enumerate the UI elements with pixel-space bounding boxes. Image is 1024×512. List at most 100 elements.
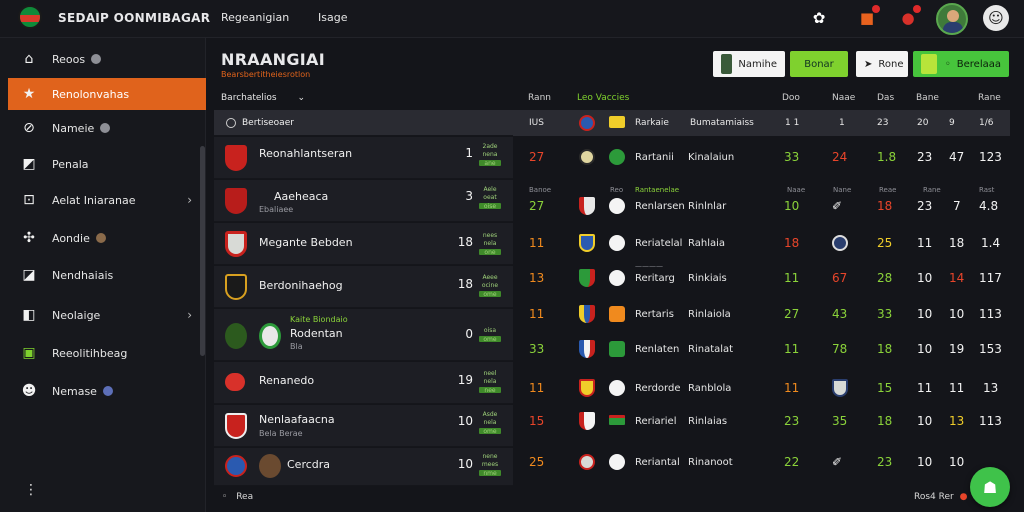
table-row[interactable]: Reonahlantseran 1 2ade nena ane (214, 137, 513, 179)
stat-cell: 113 (979, 307, 1002, 321)
team-cell: Rerdorde (635, 383, 681, 394)
sidebar-item-label: Nemase (52, 384, 97, 398)
col-header-doo[interactable]: Doo (782, 93, 800, 103)
team-crest-icon (225, 145, 247, 171)
standings-panel: Bertiseoaer Reonahlantseran 1 2ade nena an… (214, 110, 513, 486)
stat-cell: 24 (832, 150, 848, 164)
settings-icon[interactable]: ✿ (812, 9, 826, 27)
sub-header: Rantaenelae (635, 186, 680, 194)
club-cell: Rinlaias (688, 416, 728, 427)
header-button-4[interactable]: ◦ Berelaaa (913, 51, 1009, 77)
sidebar-item-label: Penala (52, 157, 89, 171)
footer-right[interactable]: Ros4 Rer ● (914, 492, 967, 502)
sidebar-item-8[interactable]: ◧ Neolaige › (8, 299, 206, 331)
team-logo-icon (609, 341, 625, 357)
stat-cell: 23 (784, 414, 800, 428)
status-circle-icon: ◦ (944, 58, 951, 70)
status-dot (91, 54, 102, 64)
table-row[interactable]: 11 Rerdorde Ranblola 11 15 11 11 13 (513, 374, 1010, 404)
sidebar-item-active[interactable]: ★ Renolonvahas (8, 78, 206, 110)
info-icon: ◦ (222, 492, 228, 502)
chat-fab-button[interactable]: ☗ (970, 467, 1010, 507)
button-label: Rone (878, 58, 904, 70)
sidebar-item-4[interactable]: ◩ Penala (8, 148, 206, 180)
button-label: Bonar (804, 58, 834, 70)
team-name: Rodentan (290, 327, 343, 340)
nav-link-2[interactable]: Isage (318, 11, 348, 24)
chart-icon: ◪ (22, 267, 36, 283)
team-points: 18 (457, 277, 473, 291)
stat-cell: 67 (832, 271, 848, 285)
stat-cell: 11 (917, 381, 933, 395)
emoji-icon[interactable]: ☺ (983, 5, 1009, 31)
col-header-vaccies[interactable]: Leo Vaccies (577, 93, 630, 103)
table-row[interactable]: 15 Reriariel Rinlaias 23 35 18 10 13 113 (513, 407, 1010, 437)
team-cell: Reriatelal (635, 238, 683, 249)
table-row[interactable]: Renanedo 19 neel nela nee (214, 362, 513, 404)
stat-cell: 25 (877, 236, 893, 250)
sidebar-item-3[interactable]: ⊘ Nameie (8, 112, 206, 144)
table-row[interactable]: 25 Reriantal Rinanoot 22 ✐ 23 10 10 (513, 448, 1010, 478)
header-button-3[interactable]: ➤ Rone (856, 51, 908, 77)
standings-header-row[interactable]: Bertiseoaer (214, 110, 513, 136)
team-points: 19 (457, 373, 473, 387)
user-avatar[interactable] (936, 3, 968, 35)
sidebar-item-9[interactable]: ▣ Reeolitihbeag (8, 337, 206, 369)
nav-link-1[interactable]: Regeanigian (221, 11, 290, 24)
stat-cell: 43 (832, 307, 848, 321)
table-row[interactable]: Megante Bebden 18 nees nela one (214, 223, 513, 265)
status-dot-icon: ● (959, 492, 968, 502)
team-note: Kaite Biondaio (290, 315, 348, 324)
stat-cell: 13 (983, 381, 999, 395)
header-button-1[interactable]: Namihe (713, 51, 785, 77)
col-header-rane[interactable]: Rane (978, 93, 1001, 103)
table-row[interactable]: Cercdra 10 nene mees nme (214, 448, 513, 486)
team-logo-icon (609, 380, 625, 396)
col-header-das[interactable]: Das (877, 93, 895, 103)
app-logo[interactable] (18, 5, 42, 29)
radio-icon (226, 118, 236, 128)
team-points: 0 (465, 327, 473, 341)
table-row[interactable]: 27 Rartanii Kinalaiun 33 24 1.8 23 47 12… (513, 143, 1010, 173)
standings-header-label: Bertiseoaer (242, 118, 294, 128)
sidebar-item-10[interactable]: ☻ Nemase (8, 375, 206, 407)
sidebar-item-5[interactable]: ⊡ Aelat Iniaranae › (8, 184, 206, 216)
notification-icon[interactable]: ● (897, 5, 921, 29)
header-cell: 1/6 (979, 118, 994, 128)
sidebar-item-label: Aondie (52, 231, 90, 245)
col-header-rank[interactable]: Rann (528, 93, 551, 103)
table-row[interactable]: Berdonihaehog 18 Aeee ocine ome (214, 266, 513, 308)
header-button-2[interactable]: Bonar (790, 51, 848, 77)
more-icon[interactable]: ⋮ (24, 482, 38, 498)
table-row[interactable]: Aaeheaca Ebaliaee 3 Aele oeat oise (214, 180, 513, 222)
sidebar-item-7[interactable]: ◪ Nendhaiais (8, 259, 206, 291)
stat-cell: 22 (784, 455, 800, 469)
team-name: Renanedo (259, 374, 315, 387)
table-row[interactable]: 11 Rertaris Rinlaiola 27 43 33 10 10 113 (513, 300, 1010, 330)
table-row[interactable]: 11 Reriatelal Rahlaia 18 25 11 18 1.4 (513, 229, 1010, 259)
table-row[interactable]: Nenlaafaacna Bela Berae 10 Asde nela ome (214, 405, 513, 447)
table-row[interactable]: 13 ———— Reritarg Rinkiais 11 67 28 10 14… (513, 262, 1010, 294)
sidebar-item-6[interactable]: ✣ Aondie (8, 222, 206, 254)
frame-icon: ⊡ (23, 192, 35, 208)
stat-cell: 13 (949, 414, 965, 428)
col-header-bane[interactable]: Bane (916, 93, 939, 103)
flag-icon: ◩ (22, 156, 36, 172)
fire-icon[interactable]: ■ (856, 5, 880, 29)
sidebar-item-home[interactable]: ⌂ Reoos (8, 43, 206, 75)
table-row[interactable]: 33 Renlaten Rinatalat 11 78 18 10 19 153 (513, 335, 1010, 365)
mini-stats: Aele oeat oise (479, 186, 501, 210)
flag-icon (609, 116, 625, 128)
stat-cell: 10 (917, 342, 933, 356)
stat-cell: 10 (949, 307, 965, 321)
rank-cell: 11 (529, 307, 545, 321)
table-row[interactable]: 27 Renlarsen Rinlnlar 10 ✐ 18 23 7 4.8 (513, 192, 1010, 222)
ghost-icon: ☻ (21, 383, 37, 399)
sidebar-scrollbar[interactable] (200, 146, 205, 356)
mini-stats: 2ade nena ane (479, 143, 501, 167)
footer-left[interactable]: ◦ Rea (222, 492, 253, 502)
col-header-naae[interactable]: Naae (832, 93, 856, 103)
stat-cell: 1.4 (981, 236, 1001, 250)
table-row[interactable]: Kaite Biondaio Rodentan Bla 0 oisa ome (214, 309, 513, 361)
filter-dropdown[interactable]: Barchatelios ⌄ (221, 93, 305, 103)
